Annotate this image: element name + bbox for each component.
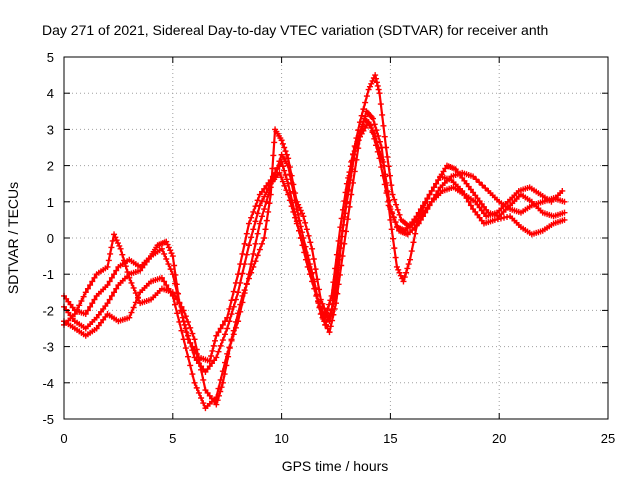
y-tick-label: 4 — [47, 86, 54, 101]
series-line — [62, 121, 566, 363]
series-line — [62, 117, 566, 374]
x-tick-label: 20 — [492, 431, 506, 446]
x-tick-labels: 0 5 10 15 20 25 — [60, 431, 615, 446]
series-track-2 — [61, 115, 568, 375]
series-line — [62, 73, 564, 406]
series-track-1 — [61, 119, 568, 365]
axis-ticks — [63, 56, 609, 420]
chart-title: Day 271 of 2021, Sidereal Day-to-day VTE… — [42, 22, 548, 38]
y-tick-label: -1 — [42, 267, 54, 282]
y-tick-label: 0 — [47, 231, 54, 246]
x-tick-label: 10 — [274, 431, 288, 446]
plus-markers — [61, 119, 568, 365]
x-axis-label: GPS time / hours — [282, 458, 389, 474]
y-tick-label: 3 — [47, 122, 54, 137]
x-tick-label: 5 — [169, 431, 176, 446]
y-tick-label: -4 — [42, 376, 54, 391]
y-tick-label: 2 — [47, 159, 54, 174]
y-tick-label: 5 — [47, 50, 54, 65]
y-tick-label: -3 — [42, 340, 54, 355]
plus-markers — [61, 115, 568, 375]
data-series — [61, 72, 568, 412]
x-tick-label: 15 — [383, 431, 397, 446]
x-tick-label: 0 — [60, 431, 67, 446]
y-tick-label: 1 — [47, 195, 54, 210]
y-tick-labels: -5 -4 -3 -2 -1 0 1 2 3 4 5 — [42, 50, 54, 427]
series-track-4 — [61, 72, 566, 408]
x-tick-label: 25 — [601, 431, 615, 446]
y-tick-label: -5 — [42, 412, 54, 427]
plus-markers — [61, 72, 566, 408]
y-axis-label: SDTVAR / TECUs — [5, 182, 21, 294]
grid — [64, 57, 608, 419]
y-tick-label: -2 — [42, 303, 54, 318]
